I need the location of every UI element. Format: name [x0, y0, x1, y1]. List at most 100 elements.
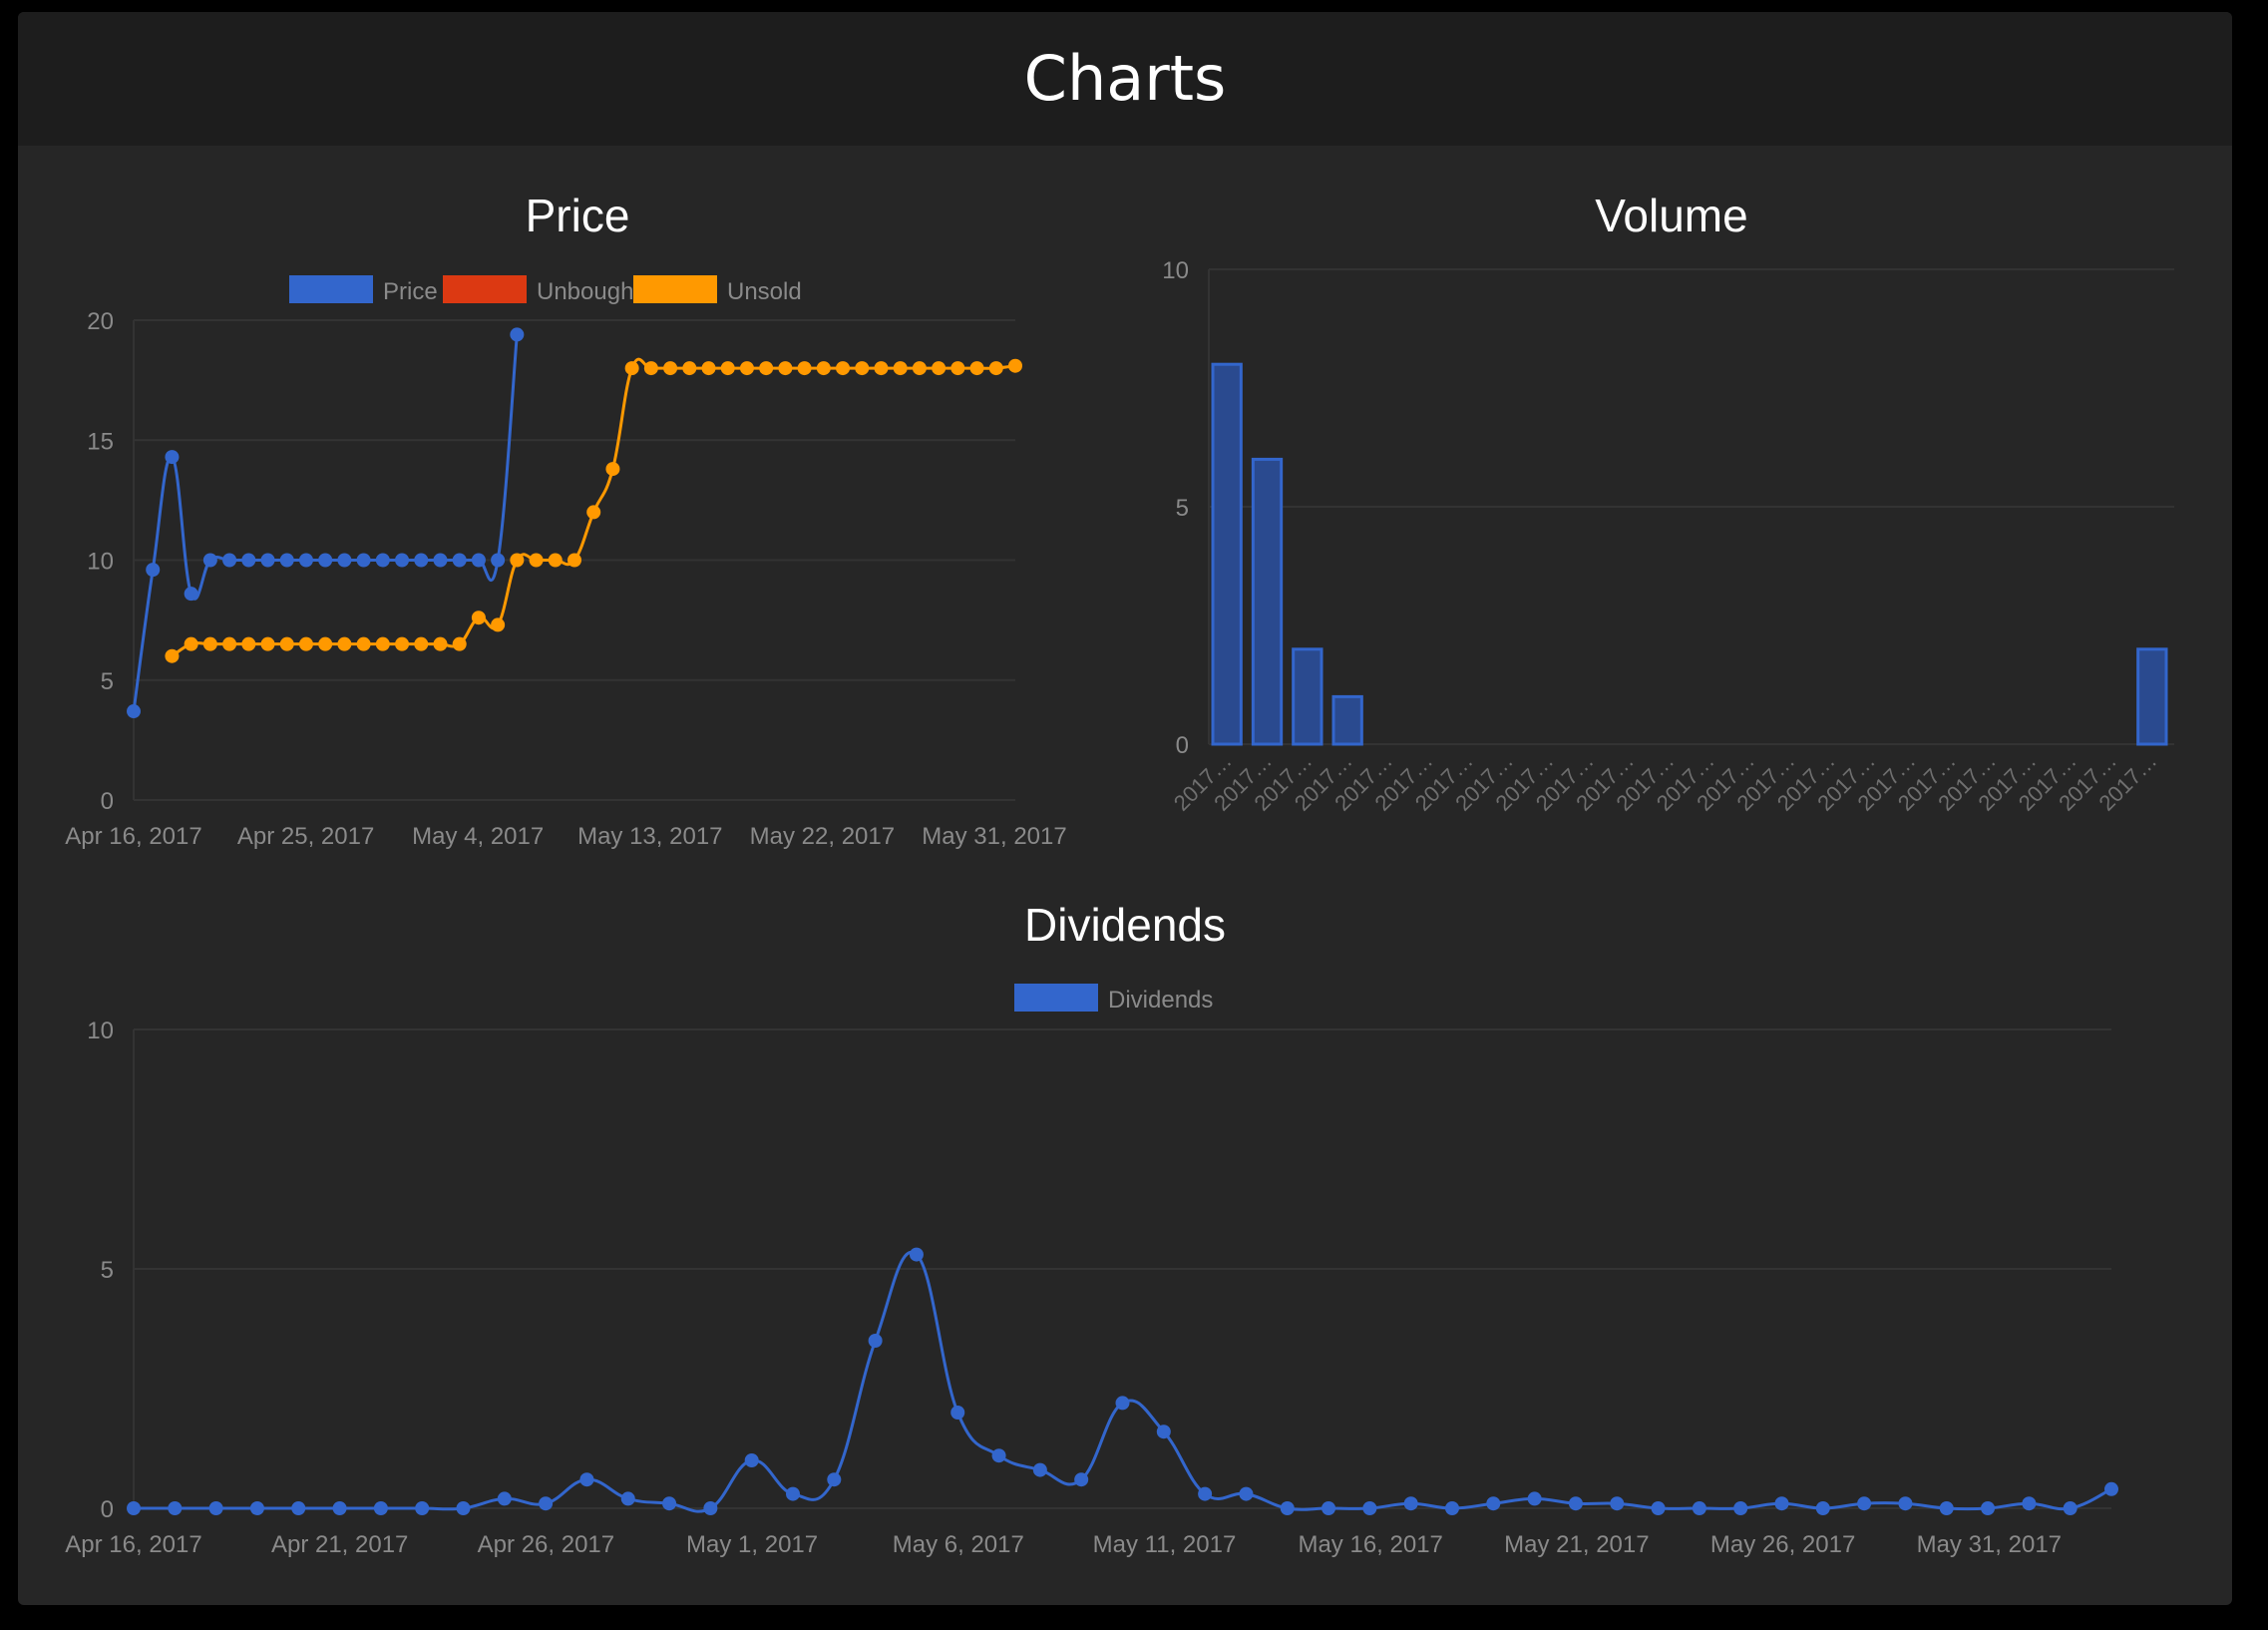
legend-swatch-price	[289, 275, 373, 303]
data-point-dividends	[1692, 1501, 1706, 1515]
data-point-dividends	[291, 1501, 306, 1515]
data-point-dividends	[1898, 1496, 1913, 1511]
panel-header: Charts	[18, 12, 2232, 146]
legend-swatch-unsold	[633, 275, 717, 303]
price-chart-title: Price	[526, 190, 630, 241]
data-point-dividends	[456, 1501, 471, 1515]
data-point-price	[298, 553, 313, 568]
data-point-unsold	[586, 505, 601, 520]
data-point-unsold	[548, 553, 563, 568]
data-point-unsold	[988, 361, 1003, 376]
x-tick-label: May 21, 2017	[1504, 1531, 1649, 1558]
data-point-dividends	[208, 1501, 223, 1515]
volume-bar	[1331, 694, 1363, 746]
x-tick-label: Apr 16, 2017	[65, 823, 201, 850]
data-point-unsold	[643, 361, 658, 376]
data-point-price	[318, 553, 333, 568]
data-point-price	[375, 553, 390, 568]
data-point-unsold	[836, 361, 851, 376]
data-point-dividends	[497, 1491, 512, 1506]
x-tick-label: Apr 25, 2017	[237, 823, 374, 850]
y-tick-label: 15	[87, 428, 114, 455]
data-point-unsold	[491, 617, 506, 632]
data-point-price	[356, 553, 371, 568]
data-point-dividends	[662, 1496, 677, 1511]
data-point-unsold	[816, 361, 831, 376]
x-tick-label: May 1, 2017	[686, 1531, 818, 1558]
data-point-unsold	[567, 553, 581, 568]
data-point-price	[452, 553, 467, 568]
data-point-unsold	[739, 361, 754, 376]
data-point-unsold	[1008, 358, 1022, 373]
data-point-dividends	[1939, 1501, 1954, 1515]
data-point-unsold	[855, 361, 870, 376]
data-point-unsold	[624, 361, 639, 376]
data-point-dividends	[1403, 1496, 1418, 1511]
x-tick-label: Apr 16, 2017	[65, 1531, 201, 1558]
data-point-dividends	[1115, 1396, 1130, 1411]
volume-chart-title: Volume	[1595, 190, 1747, 241]
data-point-unsold	[318, 636, 333, 651]
data-point-dividends	[950, 1406, 965, 1420]
data-point-unsold	[241, 636, 256, 651]
dividends-chart-title: Dividends	[1024, 899, 1226, 951]
data-point-dividends	[620, 1491, 635, 1506]
x-tick-label: May 22, 2017	[750, 823, 895, 850]
data-point-dividends	[2104, 1481, 2118, 1496]
data-point-dividends	[1280, 1501, 1295, 1515]
data-point-dividends	[1774, 1496, 1789, 1511]
data-point-dividends	[868, 1334, 883, 1348]
y-tick-label: 20	[87, 308, 114, 335]
data-point-dividends	[1362, 1501, 1377, 1515]
data-point-dividends	[1239, 1486, 1254, 1501]
data-point-unsold	[950, 361, 965, 376]
data-point-price	[433, 553, 448, 568]
data-point-dividends	[127, 1501, 141, 1515]
data-point-dividends	[1322, 1501, 1336, 1515]
data-point-price	[337, 553, 352, 568]
page-title: Charts	[1023, 42, 1227, 115]
data-point-dividends	[249, 1501, 264, 1515]
data-point-price	[127, 704, 141, 719]
data-point-unsold	[452, 636, 467, 651]
data-point-price	[165, 450, 180, 465]
data-point-dividends	[1032, 1462, 1047, 1477]
legend-label-unbought: Unbought	[537, 278, 640, 305]
data-point-unsold	[356, 636, 371, 651]
series-line-price	[132, 334, 519, 712]
data-point-dividends	[703, 1501, 718, 1515]
data-point-dividends	[786, 1486, 800, 1501]
x-tick-label: Apr 21, 2017	[271, 1531, 408, 1558]
volume-bar	[1292, 647, 1323, 746]
data-point-dividends	[2063, 1501, 2078, 1515]
data-point-dividends	[991, 1448, 1006, 1463]
legend-label-unsold: Unsold	[727, 278, 802, 305]
data-point-dividends	[168, 1501, 183, 1515]
data-point-unsold	[395, 636, 410, 651]
data-point-unsold	[184, 636, 198, 651]
data-point-dividends	[827, 1472, 842, 1487]
x-tick-label: May 4, 2017	[412, 823, 544, 850]
data-point-dividends	[1857, 1496, 1872, 1511]
legend-label-price: Price	[383, 278, 438, 305]
data-point-unsold	[298, 636, 313, 651]
data-point-unsold	[912, 361, 927, 376]
data-point-dividends	[1527, 1491, 1542, 1506]
data-point-unsold	[759, 361, 774, 376]
data-point-dividends	[332, 1501, 347, 1515]
x-tick-label: May 16, 2017	[1298, 1531, 1442, 1558]
data-point-dividends	[373, 1501, 388, 1515]
data-point-unsold	[414, 636, 429, 651]
data-point-dividends	[1981, 1501, 1996, 1515]
data-point-unsold	[605, 462, 620, 477]
data-point-price	[260, 553, 275, 568]
data-point-unsold	[778, 361, 793, 376]
data-point-unsold	[279, 636, 294, 651]
x-tick-label: May 26, 2017	[1710, 1531, 1855, 1558]
data-point-unsold	[797, 361, 812, 376]
y-tick-label: 10	[87, 549, 114, 576]
x-tick-label: May 6, 2017	[893, 1531, 1024, 1558]
data-point-dividends	[909, 1247, 924, 1262]
data-point-dividends	[1198, 1486, 1213, 1501]
